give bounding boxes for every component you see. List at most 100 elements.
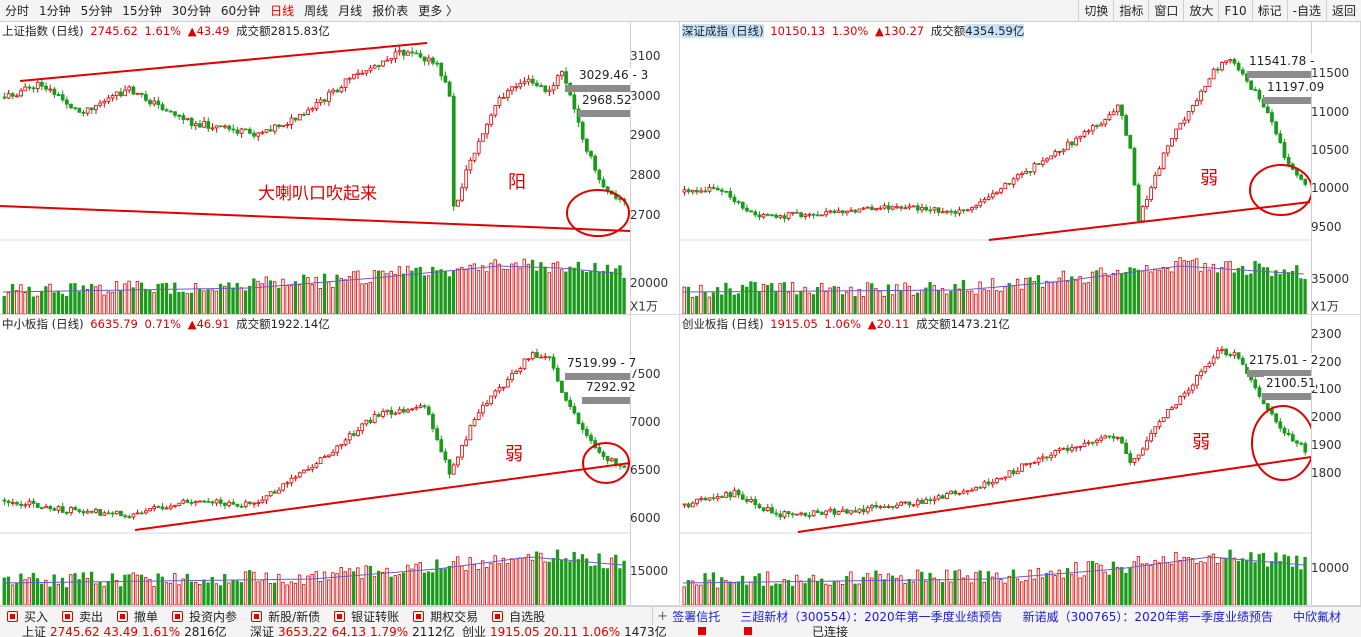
volume-bar [98, 581, 102, 605]
volume-bar [293, 281, 298, 314]
candle-body [1190, 105, 1195, 112]
candle-body [1178, 122, 1183, 130]
axis-tick: 6500 [630, 463, 661, 477]
volume-bar [924, 580, 928, 605]
volume-bar [435, 270, 439, 314]
indicator-button[interactable]: 指标 [1113, 0, 1148, 22]
trend-line [19, 42, 428, 82]
candle-body [1282, 427, 1287, 434]
options-button[interactable]: 期权交易 [406, 607, 485, 626]
tab-weekly[interactable]: 周线 [304, 4, 329, 18]
zoom-button[interactable]: 放大 [1183, 0, 1218, 22]
ticker-item[interactable]: 签署信托 [672, 610, 721, 624]
candle-body [728, 190, 733, 198]
volume-bar [1282, 554, 1286, 605]
f10-button[interactable]: F10 [1218, 0, 1251, 22]
tab-daily[interactable]: 日线 [270, 4, 295, 18]
watchlist-button[interactable]: 自选股 [485, 607, 552, 626]
candle-body [990, 481, 995, 485]
axis-tick: 1900 [1311, 438, 1342, 452]
volume-bar [555, 261, 560, 314]
candle-body [1049, 155, 1053, 160]
tab-quote-table[interactable]: 报价表 [372, 4, 409, 18]
tab-5min[interactable]: 5分钟 [80, 4, 113, 18]
sell-button[interactable]: 卖出 [55, 607, 110, 626]
chart-panel-chinext[interactable]: 创业板指 (日线) 1915.05 1.06% ▲20.11 成交额1473.2… [680, 315, 1361, 606]
tab-30min[interactable]: 30分钟 [171, 4, 211, 18]
candle-body [745, 207, 749, 212]
add-icon[interactable]: + [657, 609, 669, 624]
mark-button[interactable]: 标记 [1251, 0, 1287, 22]
volume-bar [1153, 269, 1157, 314]
status-chinext[interactable]: 创业 1915.05 20.11 1.06% 1473亿 [462, 625, 667, 637]
candle-body [749, 499, 753, 502]
volume-bar [260, 579, 264, 605]
buy-button[interactable]: 买入 [0, 607, 55, 626]
volume-bar [1074, 279, 1078, 314]
research-button[interactable]: 投资内参 [165, 607, 244, 626]
ticker-item[interactable]: 三超新材（300554）：2020年第一季度业绩预告 [740, 610, 1003, 624]
bank-transfer-button[interactable]: 银证转账 [327, 607, 406, 626]
chart-panel-shenzhen[interactable]: 深证成指 (日线) 10150.13 1.30% ▲130.27 成交额4354… [680, 22, 1361, 315]
volume-bar [1278, 561, 1282, 605]
candle-body [248, 501, 252, 504]
volume-bar [724, 282, 728, 314]
volume-bar [580, 554, 585, 605]
volume-bar [1261, 552, 1266, 605]
remove-watchlist-button[interactable]: -自选 [1286, 0, 1326, 22]
candle-body [1232, 352, 1237, 356]
tab-intraday[interactable]: 分时 [5, 4, 30, 18]
volume-bar [1045, 280, 1049, 314]
cancel-order-icon [117, 611, 129, 622]
volume-bar [715, 587, 720, 605]
switch-button[interactable]: 切换 [1078, 0, 1113, 22]
volume-bar [1157, 562, 1161, 605]
candle-body [761, 507, 766, 511]
volume-bar [447, 276, 452, 314]
volume-bar [177, 584, 181, 605]
candle-body [293, 117, 298, 121]
volume-bar [1024, 277, 1028, 314]
chart-panel-sme[interactable]: 中小板指 (日线) 6635.79 0.71% ▲46.91 成交额1922.1… [0, 315, 680, 606]
volume-bar [231, 579, 235, 605]
status-shanghai[interactable]: 上证 2745.62 43.49 1.61% 2816亿 [22, 625, 227, 637]
volume-bar [547, 561, 551, 605]
candle-body [1053, 450, 1058, 456]
candle-body [568, 399, 573, 407]
window-button[interactable]: 窗口 [1148, 0, 1183, 22]
tab-60min[interactable]: 60分钟 [220, 4, 261, 18]
volume-tick: 10000 [1311, 561, 1350, 575]
candle-body [198, 123, 202, 128]
status-shenzhen[interactable]: 深证 3653.22 64.13 1.79% 2112亿 [250, 625, 455, 637]
volume-bar [102, 294, 106, 314]
candle-body [580, 121, 585, 140]
candle-body [218, 499, 223, 504]
candle-body [505, 379, 510, 388]
tab-15min[interactable]: 15分钟 [122, 4, 162, 18]
volume-bar [836, 286, 841, 314]
volume-bar [314, 571, 318, 605]
volume-bar [915, 292, 920, 314]
volume-bar [572, 267, 576, 314]
status-bar: 上证 2745.62 43.49 1.61% 2816亿 深证 3653.22 64.13 1… [0, 625, 1361, 637]
tab-1min[interactable]: 1分钟 [39, 4, 71, 18]
cancel-order-button[interactable]: 撤单 [110, 607, 165, 626]
back-button[interactable]: 返回 [1325, 0, 1361, 22]
ticker-item[interactable]: 新诺威（300765）：2020年第一季度业绩预告 [1022, 610, 1273, 624]
candle-body [81, 111, 86, 114]
volume-bar [289, 285, 293, 314]
volume-bar [352, 271, 356, 314]
candle-body [360, 423, 365, 432]
candle-body [98, 102, 102, 106]
ipo-button[interactable]: 新股/新债 [244, 607, 327, 626]
ticker-item[interactable]: 中欣氟材 [1292, 610, 1341, 624]
tab-monthly[interactable]: 月线 [338, 4, 363, 18]
chart-panel-shanghai[interactable]: 上证指数 (日线) 2745.62 1.61% ▲43.49 成交额2815.8… [0, 22, 680, 315]
candle-body [815, 214, 820, 217]
volume-bar [745, 584, 749, 605]
tab-more[interactable]: 更多 〉 [418, 4, 459, 18]
candle-body [119, 510, 123, 517]
volume-bar [131, 287, 135, 314]
news-ticker[interactable]: + 签署信托 三超新材（300554）：2020年第一季度业绩预告 新诺威（30… [652, 607, 1361, 626]
candle-body [231, 501, 236, 505]
